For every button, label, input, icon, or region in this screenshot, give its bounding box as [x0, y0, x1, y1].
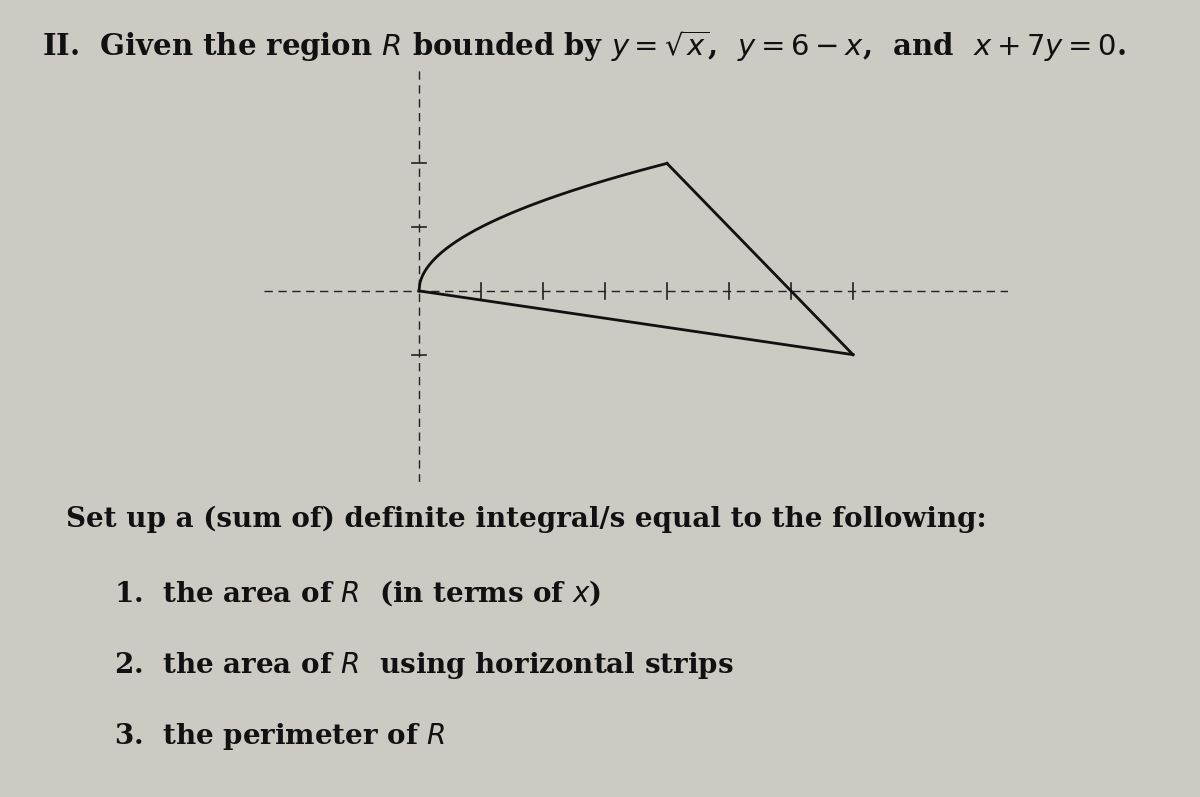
Text: Set up a (sum of) definite integral/s equal to the following:: Set up a (sum of) definite integral/s eq…: [66, 506, 986, 533]
Text: 3.  the perimeter of $R$: 3. the perimeter of $R$: [114, 721, 445, 752]
Text: 2.  the area of $R$  using horizontal strips: 2. the area of $R$ using horizontal stri…: [114, 650, 733, 681]
Text: 1.  the area of $R$  (in terms of $x$): 1. the area of $R$ (in terms of $x$): [114, 578, 601, 607]
Text: II.  Given the region $R$ bounded by $y = \sqrt{x}$,  $y = 6 - x$,  and  $x + 7y: II. Given the region $R$ bounded by $y =…: [42, 28, 1126, 64]
